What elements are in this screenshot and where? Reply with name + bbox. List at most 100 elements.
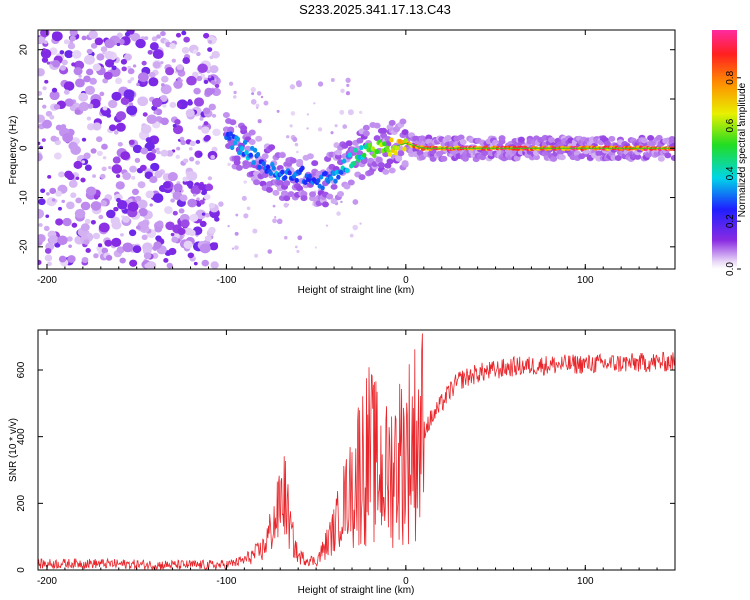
noise-blob (183, 240, 193, 250)
noise-blob (188, 184, 193, 189)
noise-blob (204, 134, 211, 141)
noise-blob (336, 211, 341, 216)
ridge-point (229, 145, 235, 151)
noise-blob (234, 231, 239, 236)
ridge-halo (558, 154, 566, 161)
noise-blob (234, 245, 239, 250)
ridge-point (344, 168, 350, 174)
noise-blob (296, 150, 299, 154)
noise-blob (55, 218, 64, 226)
noise-blob (63, 89, 70, 95)
ridge-halo (399, 118, 407, 125)
noise-blob (55, 190, 62, 197)
ridge-halo (457, 134, 465, 141)
noise-blob (64, 50, 74, 59)
noise-blob (197, 63, 208, 73)
noise-blob (146, 114, 158, 124)
ridge-halo (550, 155, 558, 162)
noise-blob (202, 107, 211, 115)
noise-blob (38, 198, 46, 206)
noise-blob (78, 92, 89, 102)
noise-blob (73, 160, 83, 169)
ridge-halo (326, 193, 334, 200)
noise-blob (192, 193, 197, 197)
ridge-point (227, 135, 232, 141)
ridge-halo (388, 119, 396, 126)
noise-blob (199, 243, 211, 254)
noise-blob (71, 62, 76, 67)
colorbar-tick-label: 0.8 (725, 70, 736, 84)
noise-blob (81, 256, 89, 264)
noise-blob (42, 48, 47, 52)
noise-blob (181, 30, 187, 36)
noise-blob (104, 59, 115, 68)
noise-blob (292, 136, 298, 142)
noise-blob (203, 121, 209, 126)
ridge-halo (382, 168, 390, 175)
noise-blob (106, 209, 116, 219)
noise-blob (334, 124, 338, 128)
noise-blob (160, 117, 169, 126)
noise-blob (198, 183, 206, 191)
noise-blob (317, 127, 323, 132)
colorbar-gradient (712, 30, 737, 269)
noise-blob (53, 152, 62, 160)
ridge-point (307, 173, 312, 179)
noise-blob (44, 247, 52, 254)
noise-blob (153, 241, 162, 249)
noise-blob (209, 242, 219, 251)
noise-blob (330, 131, 334, 135)
noise-blob (111, 65, 117, 71)
noise-blob (199, 117, 204, 121)
noise-blob (257, 119, 262, 124)
noise-blob (104, 50, 114, 60)
ridge-point (367, 142, 373, 148)
ridge-point (280, 169, 285, 175)
noise-blob (352, 199, 359, 205)
noise-blob (276, 218, 283, 225)
y-tick-label: -10 (19, 190, 30, 205)
noise-blob (306, 113, 310, 116)
ridge-halo (268, 144, 276, 151)
noise-blob (141, 60, 147, 66)
noise-blob (214, 216, 220, 222)
noise-blob (112, 156, 121, 164)
noise-blob (49, 187, 57, 195)
noise-blob (110, 216, 121, 226)
noise-blob (250, 99, 257, 105)
noise-blob (75, 78, 85, 88)
ridge-point (287, 170, 292, 176)
noise-blob (201, 212, 206, 216)
noise-blob (149, 42, 159, 51)
noise-blob (142, 112, 148, 117)
ridge-halo (356, 137, 364, 144)
noise-blob (195, 160, 200, 165)
noise-blob (227, 225, 230, 228)
noise-blob (170, 198, 176, 203)
noise-blob (57, 206, 62, 211)
noise-blob (151, 36, 158, 42)
noise-blob (115, 122, 126, 132)
noise-blob (251, 92, 255, 96)
noise-blob (189, 213, 199, 222)
noise-blob (86, 116, 92, 121)
noise-blob (161, 83, 165, 87)
noise-blob (64, 170, 73, 179)
noise-blob (203, 193, 211, 201)
ridge-point (359, 145, 364, 151)
noise-blob (126, 105, 138, 116)
noise-blob (206, 69, 211, 74)
ridge-halo (377, 162, 385, 169)
noise-blob (208, 226, 216, 234)
ridge-halo (386, 158, 394, 165)
ridge-halo (461, 155, 469, 162)
noise-blob (176, 103, 183, 108)
noise-blob (228, 81, 234, 86)
noise-blob (211, 113, 217, 118)
noise-blob (63, 39, 70, 45)
noise-blob (160, 149, 169, 157)
snr-ticks: -200 -100 0 100 0 200 400 600 (16, 330, 676, 587)
noise-blob (92, 174, 97, 178)
noise-blob (45, 110, 53, 117)
noise-blob (256, 106, 259, 109)
